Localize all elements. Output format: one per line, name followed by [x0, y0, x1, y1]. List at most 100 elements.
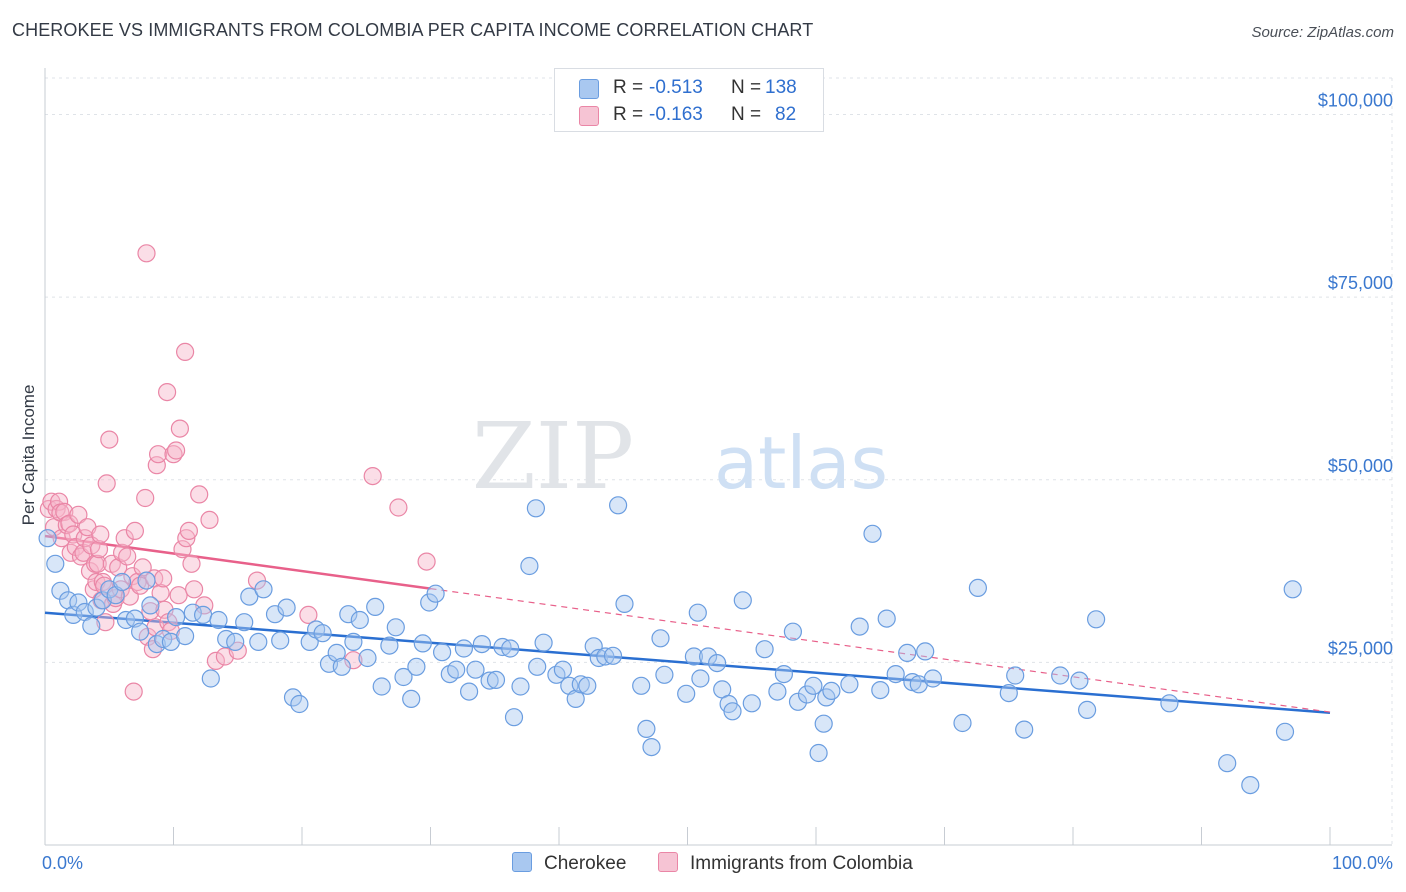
cherokee-point — [755, 640, 774, 659]
cherokee-point — [454, 639, 473, 658]
cherokee-point — [783, 622, 803, 641]
cherokee-point — [923, 669, 943, 688]
colombia-point — [154, 569, 173, 588]
cherokee-point — [774, 664, 794, 684]
colombia-point — [115, 529, 134, 548]
colombia-point — [137, 244, 156, 263]
cherokee-point — [632, 676, 651, 695]
colombia-point — [88, 554, 107, 573]
cherokee-point — [249, 632, 268, 652]
colombia-point — [190, 485, 209, 504]
n-label: N = — [731, 104, 762, 125]
n-label: N = — [731, 77, 762, 98]
cherokee-point — [637, 719, 656, 739]
colombia-point — [179, 521, 198, 541]
cherokee-point — [472, 634, 491, 654]
points-cherokee — [38, 496, 1302, 795]
cherokee-point — [194, 605, 213, 625]
colombia-point — [173, 540, 192, 559]
cherokee-point — [339, 605, 358, 624]
cherokee-point — [131, 622, 150, 641]
colombia-point — [69, 505, 88, 524]
colombia-point — [61, 543, 80, 562]
cherokee-point — [596, 647, 615, 666]
cherokee-point — [691, 669, 710, 688]
colombia-point — [417, 552, 436, 571]
cherokee-point — [167, 607, 186, 627]
legend-item-colombia[interactable]: Immigrants from Colombia — [658, 852, 913, 875]
legend-item-cherokee[interactable]: Cherokee — [512, 852, 626, 875]
cherokee-point — [82, 616, 101, 636]
cherokee-point — [402, 689, 421, 709]
stats-legend: R = -0.513 N = 138 R = -0.163 N = 82 — [554, 68, 824, 132]
colombia-point — [200, 510, 219, 530]
cherokee-point — [69, 593, 88, 612]
colombia-point — [55, 502, 74, 521]
cherokee-point — [38, 529, 57, 548]
cherokee-point — [871, 680, 890, 700]
cherokee-point — [560, 676, 579, 695]
cherokee-point — [723, 702, 742, 721]
colombia-point — [182, 554, 201, 573]
cherokee-point — [698, 647, 718, 666]
cherokee-point — [863, 524, 882, 543]
colombia-point — [91, 525, 110, 544]
r-value: -0.513 — [649, 77, 703, 98]
cherokee-point — [553, 660, 573, 679]
stats-row-colombia: R = -0.163 N = 82 — [555, 102, 823, 128]
cherokee-point — [176, 626, 195, 646]
watermark-atlas: atlas — [714, 421, 888, 505]
cherokee-point — [372, 677, 391, 696]
cherokee-point — [313, 624, 332, 643]
points-colombia — [39, 244, 436, 701]
colombia-swatch — [579, 106, 599, 126]
cherokee-point — [271, 631, 290, 650]
cherokee-point — [1283, 580, 1302, 599]
cherokee-point — [1086, 610, 1106, 629]
cherokee-point — [528, 657, 547, 676]
cherokee-point — [1051, 666, 1070, 685]
cherokee-point — [968, 578, 988, 598]
colombia-point — [96, 613, 115, 632]
stats-row-cherokee: R = -0.513 N = 138 — [555, 75, 823, 101]
cherokee-point — [1218, 754, 1237, 773]
r-label: R = — [613, 104, 644, 125]
cherokee-point — [480, 671, 499, 690]
colombia-trend-line — [44, 534, 431, 590]
cherokee-point — [677, 684, 696, 703]
series-legend: Cherokee Immigrants from Colombia — [0, 852, 1406, 878]
cherokee-point — [999, 683, 1018, 703]
cherokee-point — [850, 617, 869, 636]
cherokee-point — [209, 610, 228, 630]
cherokee-point — [1160, 694, 1179, 713]
cherokee-point — [534, 633, 553, 652]
grid-lines — [45, 77, 1393, 845]
cherokee-point — [141, 596, 160, 615]
cherokee-swatch — [512, 852, 532, 872]
n-value: 138 — [765, 77, 797, 98]
colombia-point — [141, 602, 160, 621]
cherokee-point — [642, 737, 661, 757]
cherokee-point — [413, 634, 432, 653]
colombia-point — [151, 583, 170, 603]
cherokee-point — [235, 613, 254, 632]
colombia-point — [74, 543, 93, 562]
cherokee-swatch — [579, 79, 599, 99]
cherokee-point — [112, 572, 132, 592]
cherokee-point — [327, 643, 346, 663]
colombia-point — [158, 383, 177, 402]
colombia-point — [176, 342, 195, 361]
cherokee-point — [254, 580, 273, 599]
cherokee-point — [651, 629, 670, 648]
y-tick-label: $75,000 — [1328, 273, 1393, 293]
cherokee-point — [51, 581, 70, 600]
colombia-point — [344, 651, 363, 670]
colombia-point — [75, 529, 94, 548]
colombia-point — [97, 474, 116, 493]
watermark: ZIP atlas — [472, 403, 888, 510]
colombia-trend-extension — [430, 588, 1331, 713]
colombia-point — [206, 651, 225, 671]
cherokee-point — [571, 675, 590, 694]
cherokee-point — [916, 642, 935, 661]
